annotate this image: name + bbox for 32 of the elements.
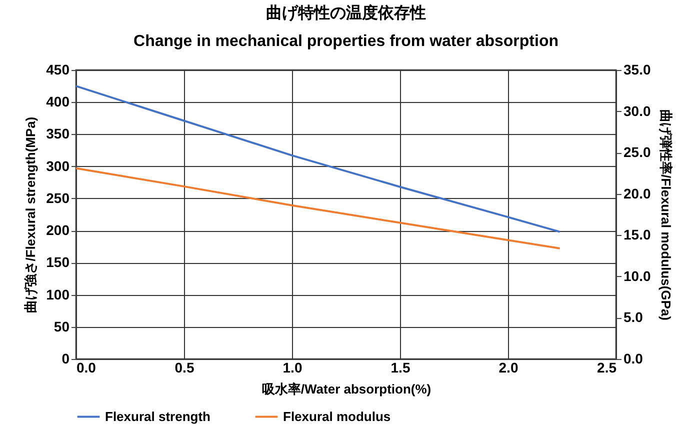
y2-tick-label: 10.0 <box>624 268 651 284</box>
y2-tick-label: 20.0 <box>624 185 651 202</box>
x-axis-title: 吸水率/Water absorption(%) <box>262 382 432 396</box>
chart-subtitle: Change in mechanical properties from water absorption <box>134 33 558 50</box>
y-tick-label: 100 <box>46 286 70 302</box>
x-tick-label: 0.0 <box>76 360 96 376</box>
y-tick-label: 400 <box>46 94 70 110</box>
y2-tick-label: 35.0 <box>624 62 651 78</box>
y-tick-label: 150 <box>46 254 70 270</box>
y-tick-label: 250 <box>46 190 70 206</box>
y-tick-label: 0 <box>62 350 70 366</box>
x-tick-label: 2.5 <box>597 360 617 376</box>
x-tick-label: 1.5 <box>390 360 410 376</box>
y-tick-label: 200 <box>46 222 70 238</box>
y-tick-label: 350 <box>46 126 70 142</box>
legend-label: Flexural modulus <box>283 408 391 424</box>
x-tick-label: 1.0 <box>282 360 302 376</box>
y2-tick-label: 5.0 <box>624 309 644 326</box>
y2-tick-label: 15.0 <box>624 226 651 243</box>
y2-tick-label: 30.0 <box>624 102 651 119</box>
legend-label: Flexural strength <box>105 408 211 424</box>
y2-axis-title: 曲げ弾性率/Flexural modulus(GPa) <box>658 110 674 320</box>
chart-title: 曲げ特性の温度依存性 <box>266 3 426 22</box>
y-tick-label: 300 <box>46 158 70 174</box>
line-series <box>75 85 561 233</box>
x-tick-label: 0.5 <box>174 360 194 376</box>
x-tick-label: 2.0 <box>498 360 518 376</box>
y2-tick-label: 25.0 <box>624 144 651 160</box>
y-tick-label: 450 <box>46 62 70 78</box>
y-axis-title: 曲げ強さ/Flexural strength(MPa) <box>23 116 38 314</box>
line-series <box>75 167 561 250</box>
y-tick-label: 50 <box>54 318 70 334</box>
